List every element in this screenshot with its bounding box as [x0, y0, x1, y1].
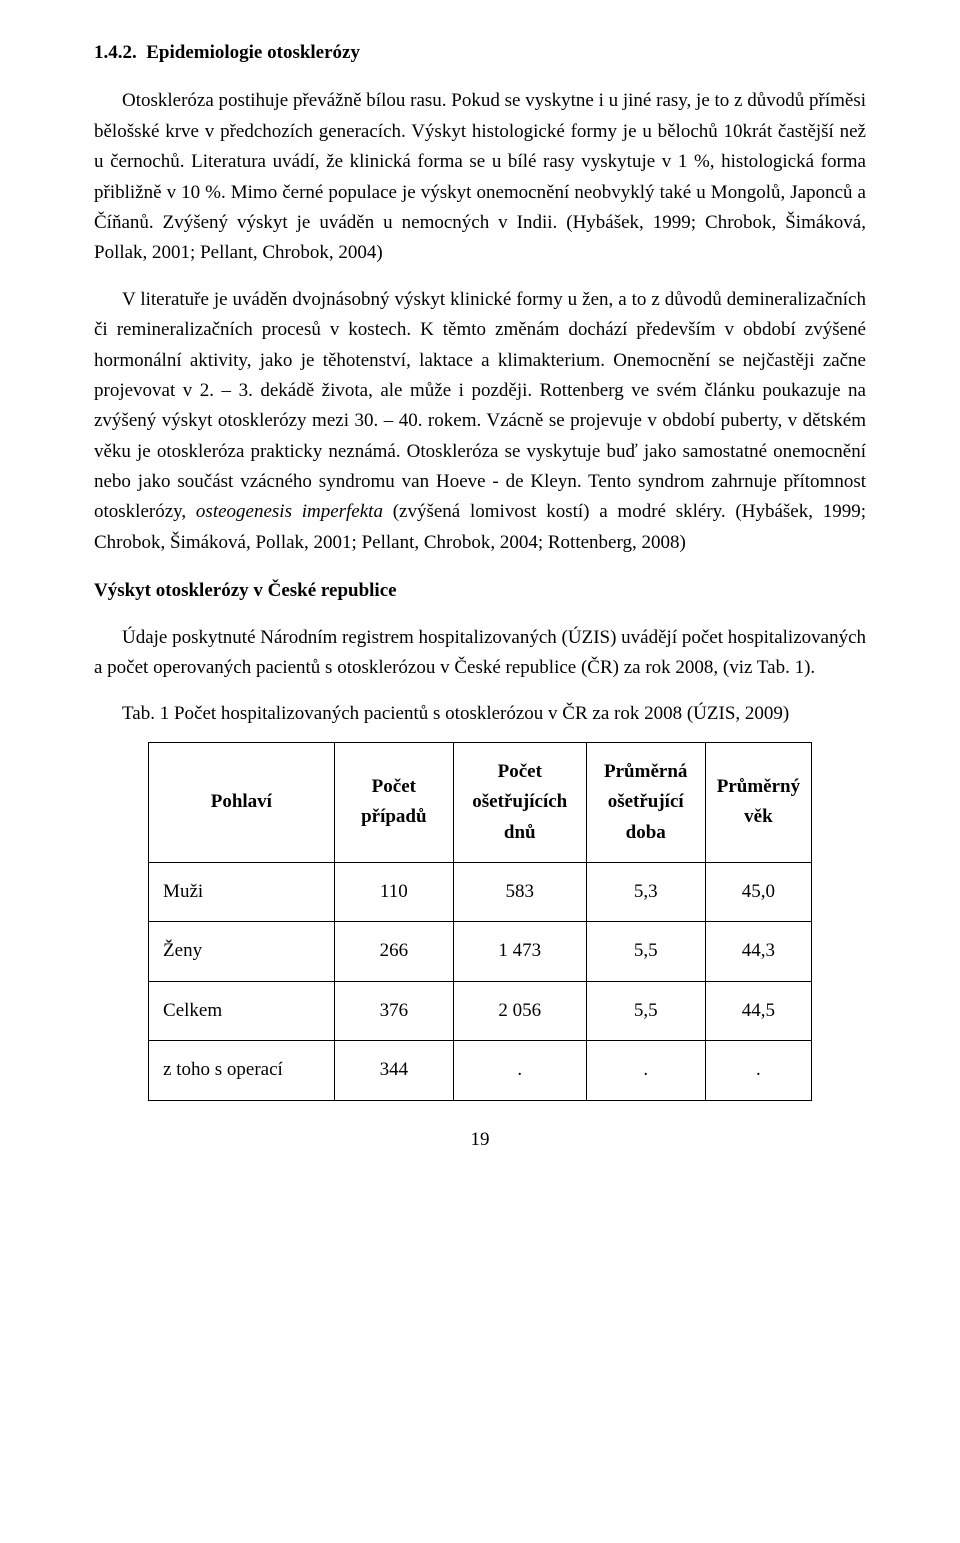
table-cell: . — [453, 1041, 586, 1100]
paragraph-2-text-a: V literatuře je uváděn dvojnásobný výsky… — [94, 289, 866, 523]
table-row: Celkem 376 2 056 5,5 44,5 — [149, 981, 812, 1040]
table-cell: Muži — [149, 862, 335, 921]
table-cell: 45,0 — [705, 862, 811, 921]
table-cell: 583 — [453, 862, 586, 921]
section-title: Epidemiologie otosklerózy — [146, 42, 360, 63]
table-header: Počet ošetřujících dnů — [453, 742, 586, 862]
section-heading: 1.4.2. Epidemiologie otosklerózy — [94, 38, 866, 68]
subheading: Výskyt otosklerózy v České republice — [94, 576, 866, 606]
table-header: Pohlaví — [149, 742, 335, 862]
table-header: Průměrný věk — [705, 742, 811, 862]
table-cell: . — [705, 1041, 811, 1100]
section-number: 1.4.2. — [94, 42, 137, 63]
table-caption: Tab. 1 Počet hospitalizovaných pacientů … — [94, 699, 866, 729]
paragraph-2-italic: osteogenesis imperfekta — [196, 501, 383, 522]
table-cell: 110 — [334, 862, 453, 921]
table-cell: 376 — [334, 981, 453, 1040]
paragraph-1-text: Otoskleróza postihuje převážně bílou ras… — [94, 90, 866, 263]
table-header: Průměrná ošetřující doba — [586, 742, 705, 862]
table-header: Počet případů — [334, 742, 453, 862]
paragraph-1: Otoskleróza postihuje převážně bílou ras… — [94, 86, 866, 268]
table-cell: 44,5 — [705, 981, 811, 1040]
table-cell: 266 — [334, 922, 453, 981]
data-table: Pohlaví Počet případů Počet ošetřujících… — [148, 742, 812, 1101]
paragraph-3: Údaje poskytnuté Národním registrem hosp… — [94, 623, 866, 684]
table-cell: 344 — [334, 1041, 453, 1100]
table-cell: z toho s operací — [149, 1041, 335, 1100]
table-header-row: Pohlaví Počet případů Počet ošetřujících… — [149, 742, 812, 862]
table-cell: 5,5 — [586, 981, 705, 1040]
table-cell: . — [586, 1041, 705, 1100]
paragraph-2: V literatuře je uváděn dvojnásobný výsky… — [94, 285, 866, 559]
document-page: 1.4.2. Epidemiologie otosklerózy Otoskle… — [0, 0, 960, 1175]
table-row: z toho s operací 344 . . . — [149, 1041, 812, 1100]
table-row: Ženy 266 1 473 5,5 44,3 — [149, 922, 812, 981]
table-cell: 44,3 — [705, 922, 811, 981]
table-cell: 5,5 — [586, 922, 705, 981]
table-cell: 5,3 — [586, 862, 705, 921]
table-cell: 2 056 — [453, 981, 586, 1040]
table-cell: Celkem — [149, 981, 335, 1040]
page-number: 19 — [94, 1125, 866, 1155]
table-row: Muži 110 583 5,3 45,0 — [149, 862, 812, 921]
table-cell: Ženy — [149, 922, 335, 981]
table-cell: 1 473 — [453, 922, 586, 981]
